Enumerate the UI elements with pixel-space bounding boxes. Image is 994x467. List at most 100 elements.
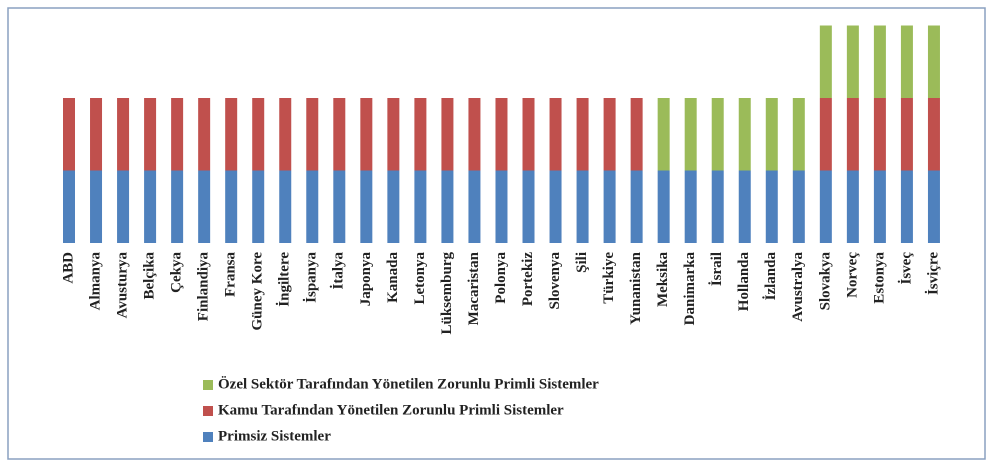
bar-segment (900, 25, 913, 98)
x-tick-label: İsveç (897, 252, 914, 285)
x-tick-label: İzlanda (762, 252, 779, 301)
legend-swatch (203, 432, 213, 442)
bar-segment (792, 170, 805, 243)
bar-segment (819, 98, 832, 171)
bar-segment (684, 170, 697, 243)
bar-segment (171, 170, 184, 243)
bar-segment (603, 98, 616, 171)
bar-segment (63, 170, 75, 243)
x-tick-label: Slovenya (547, 252, 563, 310)
x-tick-label: İtalya (330, 252, 347, 290)
bar-segment (873, 25, 886, 98)
x-tick-label: Meksika (655, 252, 671, 308)
bar-segment (225, 98, 238, 171)
bar-segment (63, 98, 75, 171)
x-tick-label: Türkiye (601, 252, 617, 304)
bar-segment (252, 170, 265, 243)
x-tick-label: Finlandiya (196, 252, 212, 322)
legend-label: Primsiz Sistemler (218, 428, 331, 444)
bar-segment (927, 98, 940, 171)
bar-segment (441, 98, 454, 171)
x-tick-label: Portekiz (520, 252, 536, 306)
bar-segment (873, 170, 886, 243)
bar-segment (360, 170, 373, 243)
legend-swatch (203, 406, 213, 416)
legend-label: Kamu Tarafından Yönetilen Zorunlu Primli… (218, 402, 564, 418)
bar-segment (90, 170, 103, 243)
bar-segment (117, 98, 130, 171)
bar-segment (738, 170, 751, 243)
bar-segment (549, 98, 562, 171)
bar-segment (819, 25, 832, 98)
bar-segment (171, 98, 184, 171)
x-tick-label: Yunanistan (628, 251, 644, 324)
bar-segment (468, 98, 481, 171)
bar-segment (198, 98, 211, 171)
x-tick-label: İsrail (708, 252, 725, 286)
bar-segment (225, 170, 238, 243)
bar-segment (279, 170, 292, 243)
bar-segment (927, 170, 940, 243)
bar-segment (576, 170, 589, 243)
bar-segment (711, 98, 724, 171)
bar-segment (495, 98, 508, 171)
bar-segment (414, 170, 427, 243)
bar-segment (360, 98, 373, 171)
bar-segment (90, 98, 103, 171)
bar-segment (630, 170, 643, 243)
x-tick-label: İspanya (303, 252, 320, 303)
bar-segment (306, 98, 319, 171)
bar-segment (603, 170, 616, 243)
bar-segment (144, 170, 157, 243)
bar-segment (765, 170, 778, 243)
bar-segment (387, 170, 400, 243)
x-tick-label: Kanada (385, 252, 401, 303)
bar-segment (414, 98, 427, 171)
x-tick-label: Danimarka (682, 252, 698, 326)
bar-segment (765, 98, 778, 171)
x-tick-label: Hollanda (736, 252, 752, 312)
bar-segment (333, 170, 346, 243)
bar-segment (873, 98, 886, 171)
bar-segment (657, 170, 670, 243)
bar-segment (117, 170, 130, 243)
bar-segment (252, 98, 265, 171)
bar-segment (576, 98, 589, 171)
legend-swatch (203, 380, 213, 390)
x-tick-label: Letonya (412, 252, 428, 305)
x-tick-label: Çekya (169, 252, 185, 293)
bar-segment (522, 98, 535, 171)
x-tick-label: Japonya (358, 252, 374, 307)
bar-segment (549, 170, 562, 243)
bar-segment (630, 98, 643, 171)
bar-segment (738, 98, 751, 171)
bar-segment (819, 170, 832, 243)
x-tick-label: Norveç (844, 252, 860, 298)
bar-segment (198, 170, 211, 243)
bar-segment (846, 98, 859, 171)
x-tick-label: İngiltere (276, 252, 293, 307)
x-tick-label: Macaristan (466, 251, 482, 325)
x-tick-label: Lüksemburg (439, 252, 455, 335)
bar-segment (144, 98, 157, 171)
x-tick-label: Estonya (871, 252, 887, 304)
x-tick-label: Slovakya (817, 252, 833, 311)
x-tick-label: İsviçre (924, 252, 941, 295)
x-tick-label: Şili (574, 252, 590, 273)
x-tick-label: Güney Kore (250, 252, 266, 331)
x-tick-label: Polonya (493, 252, 509, 304)
x-tick-label: Belçika (142, 252, 158, 300)
bar-segment (306, 170, 319, 243)
x-tick-label: Avustralya (790, 252, 806, 322)
bar-segment (657, 98, 670, 171)
bar-segment (522, 170, 535, 243)
bar-segment (441, 170, 454, 243)
bar-segment (468, 170, 481, 243)
legend-label: Özel Sektör Tarafından Yönetilen Zorunlu… (218, 375, 599, 392)
bar-segment (792, 98, 805, 171)
bar-segment (684, 98, 697, 171)
bar-segment (387, 98, 400, 171)
x-tick-label: ABD (60, 252, 76, 284)
x-tick-label: Almanya (87, 252, 103, 311)
